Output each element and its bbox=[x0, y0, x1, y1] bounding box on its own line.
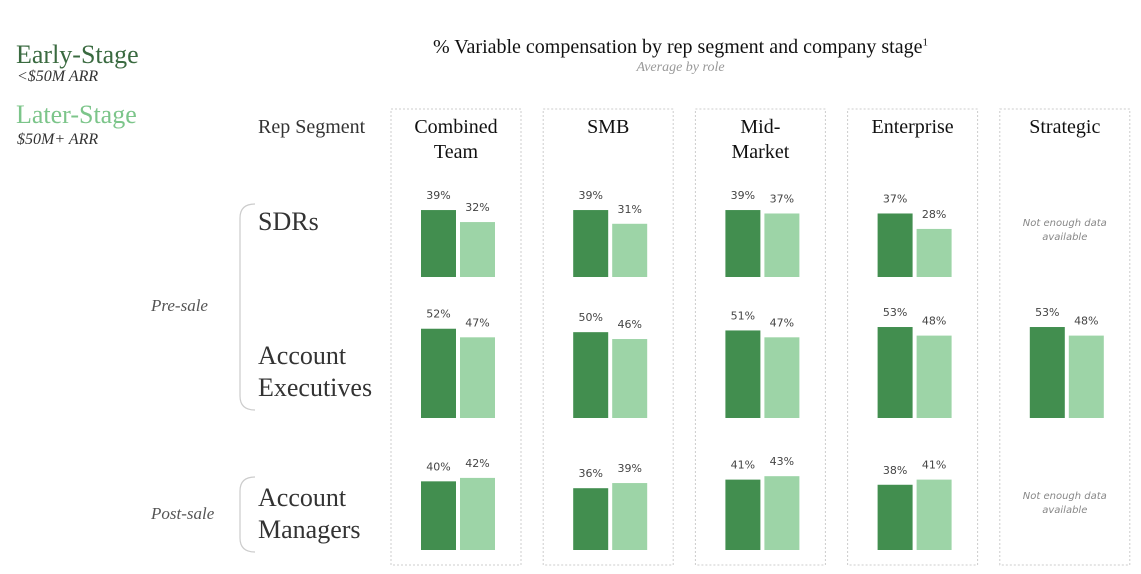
legend-note: $50M+ ARR bbox=[17, 131, 99, 148]
value-label: 52% bbox=[426, 308, 450, 321]
bar bbox=[573, 332, 609, 418]
bar bbox=[877, 484, 913, 550]
bar bbox=[612, 483, 648, 550]
value-label: 48% bbox=[922, 315, 946, 328]
bar bbox=[916, 479, 952, 550]
value-label: 37% bbox=[770, 192, 794, 205]
value-label: 47% bbox=[465, 316, 489, 329]
value-label: 46% bbox=[617, 318, 641, 331]
value-label: 53% bbox=[883, 306, 907, 319]
column-header: SMB bbox=[587, 116, 630, 138]
bar bbox=[460, 477, 495, 550]
value-label: 39% bbox=[731, 189, 755, 202]
row-header: Rep Segment bbox=[258, 116, 366, 138]
bar bbox=[421, 481, 456, 550]
legend-note: <$50M ARR bbox=[17, 68, 99, 85]
value-label: 41% bbox=[731, 459, 755, 472]
bar bbox=[1029, 327, 1065, 418]
bar bbox=[421, 328, 456, 418]
value-label: 32% bbox=[465, 201, 489, 214]
bar bbox=[612, 223, 648, 277]
missing-note: Not enough data available bbox=[1022, 491, 1107, 516]
value-label: 40% bbox=[426, 460, 450, 473]
column-header: Mid-Market bbox=[731, 116, 790, 163]
value-label: 39% bbox=[426, 189, 450, 202]
bar bbox=[764, 476, 800, 550]
panel-border bbox=[847, 108, 979, 566]
group-label: Post-sale bbox=[151, 503, 215, 523]
bar bbox=[725, 479, 761, 550]
column-header: Enterprise bbox=[871, 116, 954, 138]
value-label: 51% bbox=[731, 309, 755, 322]
panel-border bbox=[999, 108, 1131, 566]
bar bbox=[612, 339, 648, 418]
chart-title: % Variable compensation by rep segment a… bbox=[0, 36, 1141, 59]
bar bbox=[573, 488, 609, 550]
value-label: 28% bbox=[922, 208, 946, 221]
footnote-mark: 1 bbox=[922, 36, 928, 49]
row-label: SDRs bbox=[258, 207, 319, 236]
group-bracket bbox=[239, 476, 256, 553]
value-label: 50% bbox=[578, 311, 602, 324]
value-label: 38% bbox=[883, 464, 907, 477]
column-header: Strategic bbox=[1029, 116, 1101, 138]
bar bbox=[725, 210, 761, 277]
value-label: 36% bbox=[578, 467, 602, 480]
panel-border bbox=[390, 108, 522, 566]
value-label: 47% bbox=[770, 316, 794, 329]
group-label: Pre-sale bbox=[151, 296, 208, 315]
row-label: Account Managers bbox=[258, 483, 361, 544]
bar bbox=[1068, 335, 1104, 418]
legend-name: Later-Stage bbox=[16, 100, 137, 129]
panel-border bbox=[542, 108, 674, 566]
title-text: % Variable compensation by rep segment a… bbox=[433, 36, 923, 58]
legend-name: Early-Stage bbox=[16, 40, 139, 69]
value-label: 37% bbox=[883, 192, 907, 205]
missing-note: Not enough data available bbox=[1022, 218, 1107, 243]
bar bbox=[764, 337, 800, 418]
subtitle: Average by role bbox=[636, 60, 725, 75]
value-label: 48% bbox=[1074, 315, 1098, 328]
bar bbox=[916, 228, 952, 277]
row-label: Account Executives bbox=[258, 341, 373, 402]
bar bbox=[573, 210, 609, 277]
bar bbox=[421, 210, 456, 277]
panel-border bbox=[694, 108, 826, 566]
bar bbox=[460, 222, 495, 277]
value-label: 43% bbox=[770, 455, 794, 468]
value-label: 39% bbox=[578, 189, 602, 202]
bar bbox=[916, 335, 952, 418]
bar bbox=[764, 213, 800, 277]
bar bbox=[460, 337, 495, 418]
value-label: 39% bbox=[617, 462, 641, 475]
column-header: Combined Team bbox=[414, 116, 498, 163]
bar bbox=[877, 327, 913, 418]
group-bracket bbox=[239, 203, 256, 411]
value-label: 53% bbox=[1035, 306, 1059, 319]
value-label: 41% bbox=[922, 459, 946, 472]
bar bbox=[877, 213, 913, 277]
bar bbox=[725, 330, 761, 418]
value-label: 31% bbox=[617, 203, 641, 216]
value-label: 42% bbox=[465, 457, 489, 470]
